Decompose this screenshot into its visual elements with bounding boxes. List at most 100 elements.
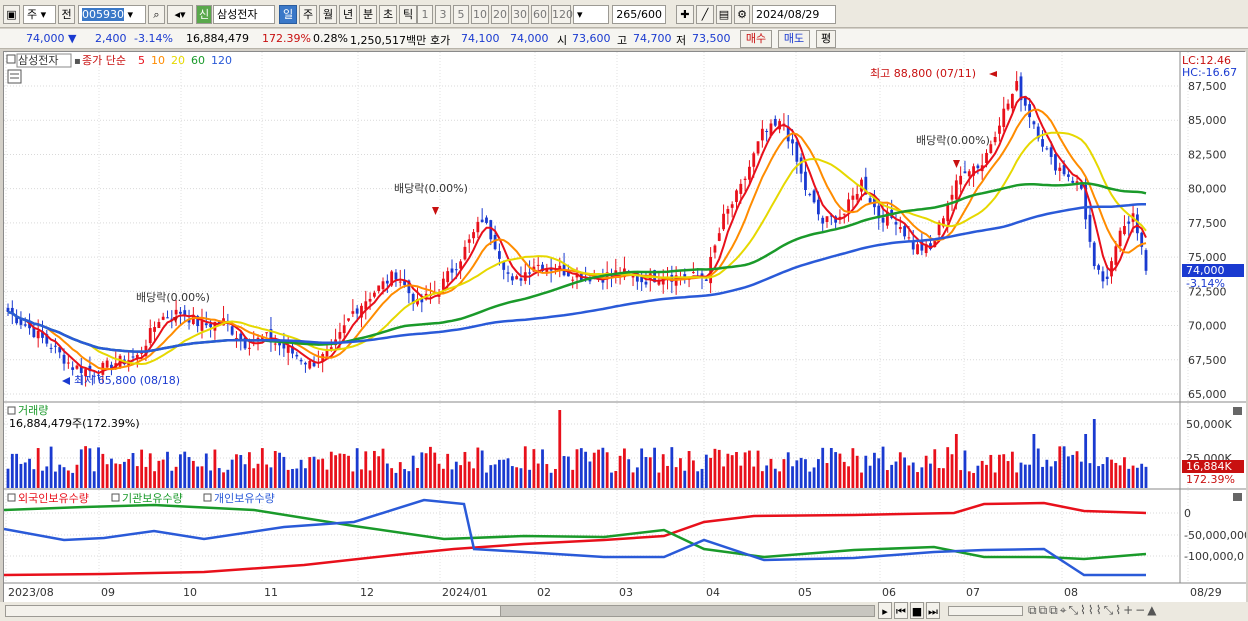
interval-button-1[interactable]: 3 [435, 5, 451, 24]
volume-bar [838, 453, 842, 488]
volume-bar [45, 466, 49, 488]
count-total: /600 [637, 8, 662, 21]
eval-button[interactable]: 평 [816, 30, 836, 48]
legend-box-icon[interactable] [6, 54, 16, 64]
period-tab-0[interactable]: 일 [279, 5, 297, 24]
x-axis-label-8: 04 [706, 586, 720, 599]
interval-button-5[interactable]: 30 [511, 5, 529, 24]
volume-bar [179, 454, 182, 488]
save-icon[interactable]: ▤ [716, 5, 732, 24]
zoom-slider[interactable] [948, 606, 1023, 616]
x-axis-label-1: 09 [101, 586, 115, 599]
candle-body [209, 323, 212, 328]
candle-body [286, 346, 290, 353]
candle-body [269, 329, 273, 343]
settings-icon[interactable]: ⚙ [734, 5, 750, 24]
volume-bar [670, 447, 674, 488]
chart-area[interactable]: 87,500 85,000 82,500 80,000 77,500 75,000 72,5… [3, 51, 1248, 603]
price-chart-svg[interactable]: 87,500 85,000 82,500 80,000 77,500 75,000 72,5… [3, 52, 1248, 603]
sell-button[interactable]: 매도 [778, 30, 810, 48]
crosshair-icon[interactable]: ✚ [676, 5, 694, 24]
count-field[interactable]: 265/600 [612, 5, 666, 24]
candle-body [166, 317, 169, 319]
volume-bar [1045, 459, 1049, 488]
candle-body [1123, 225, 1126, 235]
period-tab-4[interactable]: 분 [359, 5, 377, 24]
interval-button-0[interactable]: 1 [417, 5, 433, 24]
volume-bar [493, 464, 497, 488]
jeon-button[interactable]: 전 [58, 5, 75, 24]
candle-body [140, 352, 144, 354]
date-field[interactable]: 2024/08/29 [752, 5, 836, 24]
volume-bar [454, 461, 458, 488]
candle-body [191, 314, 195, 325]
volume-bar [614, 470, 618, 488]
interval-button-4[interactable]: 20 [491, 5, 509, 24]
interval-custom-select[interactable]: ▾ [573, 5, 609, 24]
open-label: 시 [557, 34, 568, 47]
stop-icon[interactable]: ■ [910, 602, 924, 619]
volume-bar [834, 452, 838, 488]
data-table-icon[interactable] [7, 69, 22, 84]
volume-bar [429, 446, 432, 488]
candle-body [351, 311, 355, 314]
volume-bar [769, 458, 773, 488]
interval-button-6[interactable]: 60 [531, 5, 549, 24]
candle-body [528, 272, 531, 274]
type-select[interactable]: 주 ▾ [23, 5, 56, 24]
dividend-marker-2 [432, 207, 439, 215]
hoga-label: 호가 [430, 34, 451, 47]
volume-bar [510, 466, 514, 488]
draw-tools-icons[interactable]: ⧉⧉⧉⌖⤡⌇⌇⌇⤡⌇+−▲ [1028, 603, 1159, 617]
stock-name-field[interactable]: 삼성전자 [213, 5, 275, 24]
scroll-thumb[interactable] [500, 605, 875, 617]
volume-bar [627, 459, 631, 488]
period-tab-5[interactable]: 초 [379, 5, 397, 24]
volume-bar [898, 452, 902, 488]
interval-button-3[interactable]: 10 [471, 5, 489, 24]
volume-bar [265, 464, 269, 488]
candle-body [855, 193, 859, 200]
volume-bar [1144, 466, 1148, 488]
stock-code-input[interactable]: 005930 ▾ [78, 5, 146, 24]
volume-bar [256, 463, 260, 488]
candle-body [1062, 164, 1066, 175]
candle-body [1118, 230, 1122, 247]
volume-bar [1084, 434, 1088, 488]
price-change: 2,400 [95, 32, 127, 45]
candle-body [489, 220, 493, 240]
scroll-last-icon[interactable]: ⏭ [926, 602, 940, 619]
interval-button-2[interactable]: 5 [453, 5, 469, 24]
scroll-right-icon[interactable]: ▸ [878, 602, 892, 619]
stock-name-dropdown[interactable] [275, 5, 278, 24]
volume-panel-close-icon[interactable] [1233, 407, 1242, 415]
candle-body [717, 233, 721, 241]
candle-body [829, 215, 833, 217]
scroll-first-icon[interactable]: ⏮ [894, 602, 908, 619]
speaker-icon[interactable]: ◂▾ [167, 5, 193, 24]
period-tab-3[interactable]: 년 [339, 5, 357, 24]
period-tab-6[interactable]: 틱 [399, 5, 417, 24]
candle-body [506, 272, 510, 274]
candle-body [1058, 167, 1062, 171]
volume-bar [122, 461, 126, 488]
period-tab-1[interactable]: 주 [299, 5, 317, 24]
holding-panel-close-icon[interactable] [1233, 493, 1242, 501]
buy-button[interactable]: 매수 [740, 30, 772, 48]
volume-bar [588, 461, 592, 488]
interval-button-7[interactable]: 120 [551, 5, 573, 24]
draw-line-icon[interactable]: ╱ [696, 5, 714, 24]
volume-bar [842, 461, 846, 488]
search-icon[interactable]: ⌕ [148, 5, 165, 24]
candle-body [601, 278, 605, 283]
volume-bar [885, 470, 889, 488]
volume-bar [247, 452, 251, 488]
candle-body [295, 354, 299, 357]
price-axis-label-8: 67,500 [1188, 354, 1227, 367]
volume-bar [666, 465, 669, 488]
period-tab-2[interactable]: 월 [319, 5, 337, 24]
volume-bar [554, 468, 557, 488]
candle-body [791, 139, 794, 144]
window-menu-icon[interactable]: ▣ [3, 5, 20, 24]
volume-bar [420, 452, 424, 488]
